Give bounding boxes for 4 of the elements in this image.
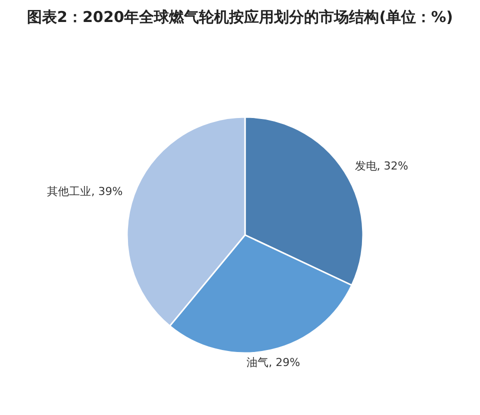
slice-label: 油气, 29% xyxy=(246,356,300,369)
slice-label: 发电, 32% xyxy=(354,159,408,172)
slice-label: 其他工业, 39% xyxy=(47,184,123,198)
chart-title: 图表2：2020年全球燃气轮机按应用划分的市场结构(单位：%) xyxy=(26,7,454,28)
